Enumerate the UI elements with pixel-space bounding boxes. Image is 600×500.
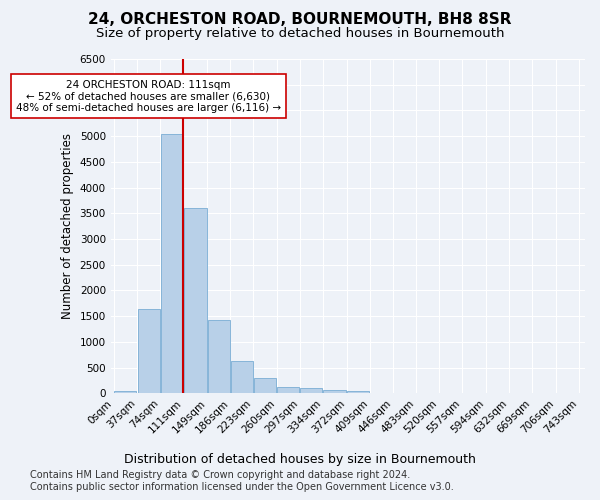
Bar (277, 386, 299, 394)
Bar (347, 390, 369, 394)
Text: Size of property relative to detached houses in Bournemouth: Size of property relative to detached ho… (96, 28, 504, 40)
Bar (370, 393, 392, 394)
Bar (231, 362, 253, 394)
Bar (300, 388, 322, 394)
Bar (323, 390, 346, 394)
Bar (394, 393, 415, 394)
Bar (161, 134, 183, 394)
Y-axis label: Number of detached properties: Number of detached properties (61, 133, 74, 319)
Bar (208, 320, 230, 394)
Bar (115, 390, 136, 394)
Text: Contains HM Land Registry data © Crown copyright and database right 2024.: Contains HM Land Registry data © Crown c… (30, 470, 410, 480)
Bar (254, 378, 276, 394)
Bar (137, 310, 160, 394)
Text: 24 ORCHESTON ROAD: 111sqm
← 52% of detached houses are smaller (6,630)
48% of se: 24 ORCHESTON ROAD: 111sqm ← 52% of detac… (16, 80, 281, 113)
Text: Distribution of detached houses by size in Bournemouth: Distribution of detached houses by size … (124, 452, 476, 466)
Text: Contains public sector information licensed under the Open Government Licence v3: Contains public sector information licen… (30, 482, 454, 492)
Text: 24, ORCHESTON ROAD, BOURNEMOUTH, BH8 8SR: 24, ORCHESTON ROAD, BOURNEMOUTH, BH8 8SR (88, 12, 512, 28)
Bar (184, 208, 206, 394)
